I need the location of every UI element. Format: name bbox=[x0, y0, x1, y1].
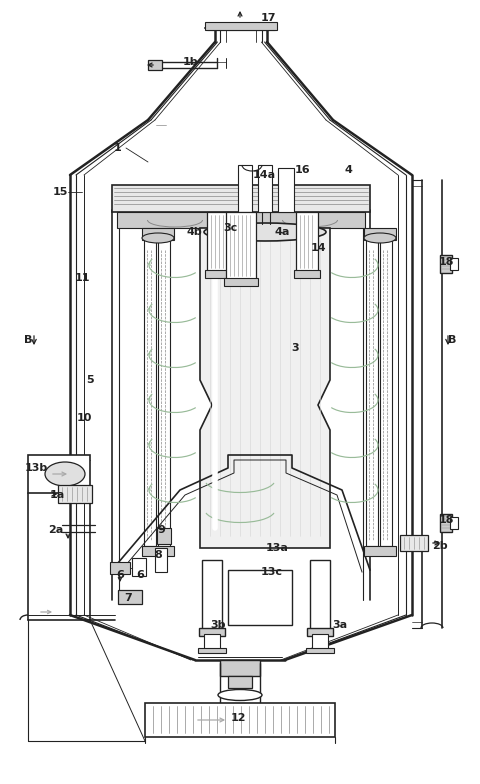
Bar bbox=[132, 558, 146, 576]
Text: 15: 15 bbox=[52, 187, 68, 197]
Bar bbox=[118, 590, 142, 604]
Text: 4: 4 bbox=[344, 165, 352, 175]
Bar bbox=[307, 628, 333, 636]
Text: 3: 3 bbox=[291, 343, 299, 353]
Text: 4b: 4b bbox=[186, 227, 202, 237]
Bar bbox=[306, 648, 334, 653]
Text: 11: 11 bbox=[74, 273, 90, 283]
Bar bbox=[440, 255, 452, 273]
Text: 13a: 13a bbox=[265, 543, 288, 553]
Bar bbox=[380, 238, 392, 546]
Bar bbox=[450, 517, 458, 529]
Bar bbox=[198, 648, 226, 653]
Bar bbox=[148, 60, 162, 70]
Bar bbox=[144, 238, 156, 546]
Bar bbox=[228, 570, 292, 625]
Bar bbox=[204, 634, 220, 652]
Bar bbox=[400, 535, 428, 551]
Text: B: B bbox=[448, 335, 456, 345]
Text: 4a: 4a bbox=[274, 227, 290, 237]
Bar bbox=[199, 628, 225, 636]
Text: 13b: 13b bbox=[24, 463, 48, 473]
Text: 10: 10 bbox=[76, 413, 92, 423]
Text: 5: 5 bbox=[86, 375, 94, 385]
Bar bbox=[112, 185, 370, 212]
Bar bbox=[312, 634, 328, 652]
Bar bbox=[364, 546, 396, 556]
Bar bbox=[220, 660, 260, 676]
Polygon shape bbox=[200, 228, 330, 548]
Bar bbox=[28, 455, 90, 493]
Text: 7: 7 bbox=[124, 593, 132, 603]
Text: 6: 6 bbox=[136, 570, 144, 580]
Text: B: B bbox=[24, 335, 32, 345]
Bar bbox=[158, 238, 170, 546]
Text: 14: 14 bbox=[310, 243, 326, 253]
Bar bbox=[205, 270, 231, 278]
Text: 8: 8 bbox=[154, 550, 162, 560]
Bar bbox=[238, 165, 252, 212]
Bar bbox=[207, 212, 229, 272]
Text: 2b: 2b bbox=[432, 541, 448, 551]
Text: 18: 18 bbox=[438, 257, 454, 267]
Text: 1a: 1a bbox=[49, 490, 65, 500]
Bar bbox=[58, 485, 92, 503]
Bar bbox=[440, 514, 452, 532]
Text: 18: 18 bbox=[438, 515, 454, 525]
Bar bbox=[202, 560, 222, 630]
Bar bbox=[117, 212, 365, 228]
Bar bbox=[205, 22, 277, 30]
Bar bbox=[224, 278, 258, 286]
Bar bbox=[142, 228, 174, 240]
Text: 6: 6 bbox=[116, 570, 124, 580]
Text: 16: 16 bbox=[294, 165, 310, 175]
Bar bbox=[228, 676, 252, 688]
Text: 13c: 13c bbox=[261, 567, 283, 577]
Bar bbox=[450, 258, 458, 270]
Ellipse shape bbox=[142, 233, 174, 243]
Bar bbox=[296, 212, 318, 272]
Text: 17: 17 bbox=[260, 13, 276, 23]
Bar bbox=[110, 562, 130, 574]
Bar bbox=[366, 238, 378, 546]
Ellipse shape bbox=[218, 689, 262, 700]
Text: 2a: 2a bbox=[48, 525, 64, 535]
Bar bbox=[142, 546, 174, 556]
Text: 1b: 1b bbox=[182, 57, 198, 67]
Bar bbox=[157, 528, 171, 544]
Bar bbox=[226, 212, 256, 280]
Text: 3b: 3b bbox=[210, 620, 226, 630]
Bar bbox=[258, 165, 272, 212]
Bar bbox=[145, 703, 335, 737]
Ellipse shape bbox=[364, 233, 396, 243]
Text: 3c: 3c bbox=[223, 223, 237, 233]
Text: 9: 9 bbox=[157, 525, 165, 535]
Text: 12: 12 bbox=[230, 713, 246, 723]
Text: 14a: 14a bbox=[252, 170, 276, 180]
Text: 3a: 3a bbox=[333, 620, 348, 630]
Bar bbox=[278, 168, 294, 212]
Bar bbox=[364, 228, 396, 240]
Bar bbox=[294, 270, 320, 278]
Bar bbox=[310, 560, 330, 630]
Text: 1: 1 bbox=[114, 143, 122, 153]
Bar bbox=[155, 548, 167, 572]
Ellipse shape bbox=[204, 223, 326, 241]
Ellipse shape bbox=[45, 462, 85, 486]
